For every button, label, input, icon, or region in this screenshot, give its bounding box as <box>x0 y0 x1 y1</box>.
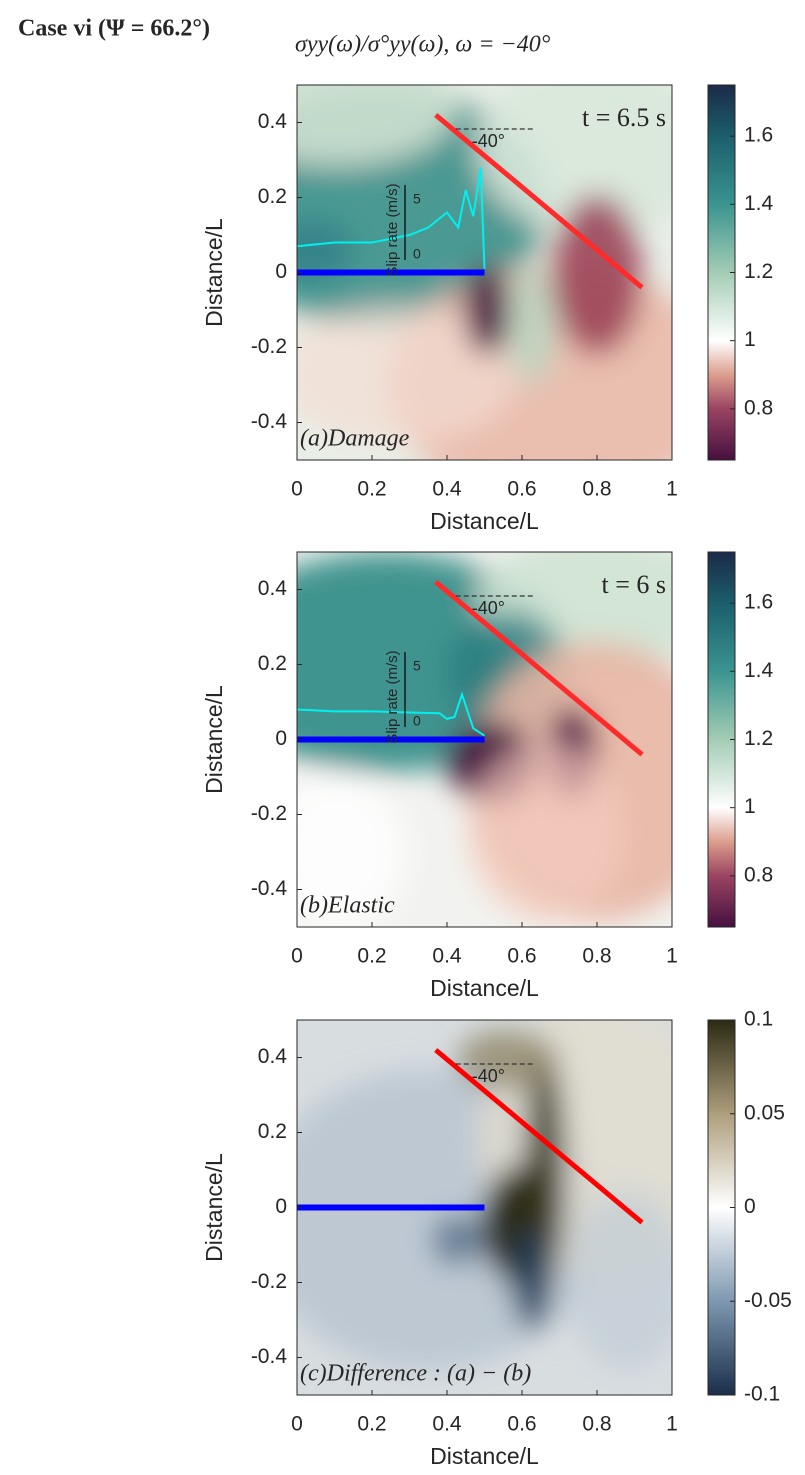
y-axis-label: Distance/L <box>201 685 227 794</box>
figure-title: σyy(ω)/σ°yy(ω), ω = −40° <box>295 32 551 58</box>
x-tick-label: 1 <box>666 478 678 501</box>
field-blob <box>467 742 627 922</box>
x-tick-label: 0.2 <box>357 478 386 501</box>
x-tick-label: 0.2 <box>357 945 386 968</box>
x-tick-label: 1 <box>666 1413 678 1436</box>
panel: -40° Slip rate (m/s) 5 0 t = 6 s (b)Elastic 0 0… <box>201 551 774 1001</box>
field: -40° (c)Difference : (a) − (b) <box>297 1020 672 1395</box>
field-blob <box>552 195 642 355</box>
fault <box>434 1048 644 1225</box>
y-axis-label: Distance/L <box>201 218 227 327</box>
colorbar-tick-label: 0 <box>744 1195 756 1218</box>
x-tick-label: 0 <box>291 1413 303 1436</box>
slip-rate-curve <box>297 167 486 269</box>
angle-label: -40° <box>472 598 505 618</box>
field-blob <box>297 220 352 280</box>
time-label: t = 6 s <box>601 570 666 599</box>
x-tick-label: 0.6 <box>507 1413 536 1436</box>
fault <box>434 580 644 757</box>
field-blobs <box>297 1020 672 1370</box>
y-tick-label: 0 <box>275 1195 287 1218</box>
x-tick-label: 0.6 <box>507 945 536 968</box>
y-tick-label: -0.2 <box>251 335 287 358</box>
y-tick-label: 0.4 <box>258 110 288 133</box>
x-tick-label: 0.4 <box>432 945 462 968</box>
field-blob <box>432 1215 482 1265</box>
colorbar-tick-label: 1 <box>744 795 756 818</box>
field-blob <box>507 265 557 385</box>
x-axis-label: Distance/L <box>430 975 539 1001</box>
y-tick-label: -0.2 <box>251 802 287 825</box>
slip-scale-tick: 0 <box>413 246 421 262</box>
y-tick-label: -0.4 <box>251 1345 288 1368</box>
slip-rate-curve <box>297 691 486 737</box>
x-tick-label: 0.4 <box>432 478 462 501</box>
colorbar-tick-label: 0.8 <box>744 863 773 886</box>
colorbar-tick-label: 1.4 <box>744 659 774 682</box>
slip-scale-tick: 5 <box>413 191 421 207</box>
y-tick-label: 0.2 <box>258 652 287 675</box>
panel: -40° Slip rate (m/s) 5 0 t = 6.5 s (a)Damage 0… <box>201 84 774 534</box>
y-tick-label: -0.4 <box>251 877 288 900</box>
y-tick-label: -0.2 <box>251 1270 287 1293</box>
y-tick-label: -0.4 <box>251 410 288 433</box>
colorbar-tick-label: 1.6 <box>744 591 773 614</box>
colorbar-tick-label: 0.05 <box>744 1101 785 1124</box>
field-blob <box>567 1190 672 1370</box>
colorbar-tick-label: -0.1 <box>744 1383 780 1406</box>
field-blob <box>465 265 509 355</box>
x-tick-label: 0.8 <box>582 1413 611 1436</box>
figure-header: Case vi (Ψ = 66.2°) <box>18 16 210 42</box>
y-tick-label: 0.4 <box>258 577 288 600</box>
panel: -40° (c)Difference : (a) − (b) 0 0.2 0.4 0.6 0… <box>201 1008 792 1470</box>
field-blob <box>477 85 672 235</box>
field-blob <box>457 1030 557 1090</box>
field-blob <box>297 772 407 927</box>
x-tick-label: 0.4 <box>432 1413 462 1436</box>
panel-label: (c)Difference : (a) − (b) <box>300 1361 531 1387</box>
slip-scale-tick: 5 <box>413 658 421 674</box>
colorbar-tick-label: -0.05 <box>744 1289 792 1312</box>
field: -40° Slip rate (m/s) 5 0 t = 6 s (b)Elastic <box>297 552 672 927</box>
angle-label: -40° <box>472 131 505 151</box>
colorbar-tick-label: 1.2 <box>744 727 773 750</box>
panel-label: (b)Elastic <box>300 893 395 919</box>
field-blobs <box>297 552 672 927</box>
time-label: t = 6.5 s <box>582 103 666 132</box>
x-tick-label: 0.8 <box>582 478 611 501</box>
angle-label: -40° <box>472 1066 505 1086</box>
colorbar-tick-label: 1.6 <box>744 124 773 147</box>
colorbar-tick-label: 1.2 <box>744 260 773 283</box>
colorbar-tick-label: 1 <box>744 328 756 351</box>
field-blob <box>525 1050 565 1290</box>
field-blob <box>297 305 517 445</box>
colorbar-tick-label: 0.1 <box>744 1008 773 1031</box>
x-tick-label: 0 <box>291 478 303 501</box>
field: -40° Slip rate (m/s) 5 0 t = 6.5 s (a)Damage <box>297 85 672 460</box>
y-tick-label: 0.2 <box>258 1120 287 1143</box>
colorbar-tick-label: 0.8 <box>744 396 773 419</box>
y-axis-label: Distance/L <box>201 1153 227 1262</box>
y-tick-label: 0.4 <box>258 1045 288 1068</box>
x-axis-label: Distance/L <box>430 1443 539 1469</box>
x-tick-label: 0.2 <box>357 1413 386 1436</box>
x-tick-label: 0.8 <box>582 945 611 968</box>
x-axis-label: Distance/L <box>430 508 539 534</box>
y-tick-label: 0 <box>275 727 287 750</box>
x-tick-label: 0 <box>291 945 303 968</box>
x-tick-label: 0.6 <box>507 478 536 501</box>
panel-label: (a)Damage <box>300 426 410 452</box>
field-blob <box>297 85 457 165</box>
fault <box>434 113 644 290</box>
slip-rate-label: Slip rate (m/s) <box>384 183 401 276</box>
slip-rate-label: Slip rate (m/s) <box>384 650 401 743</box>
slip-scale-tick: 0 <box>413 713 421 729</box>
y-tick-label: 0 <box>275 260 287 283</box>
field-blob <box>512 1230 552 1330</box>
x-tick-label: 1 <box>666 945 678 968</box>
y-tick-label: 0.2 <box>258 185 287 208</box>
colorbar-tick-label: 1.4 <box>744 192 774 215</box>
